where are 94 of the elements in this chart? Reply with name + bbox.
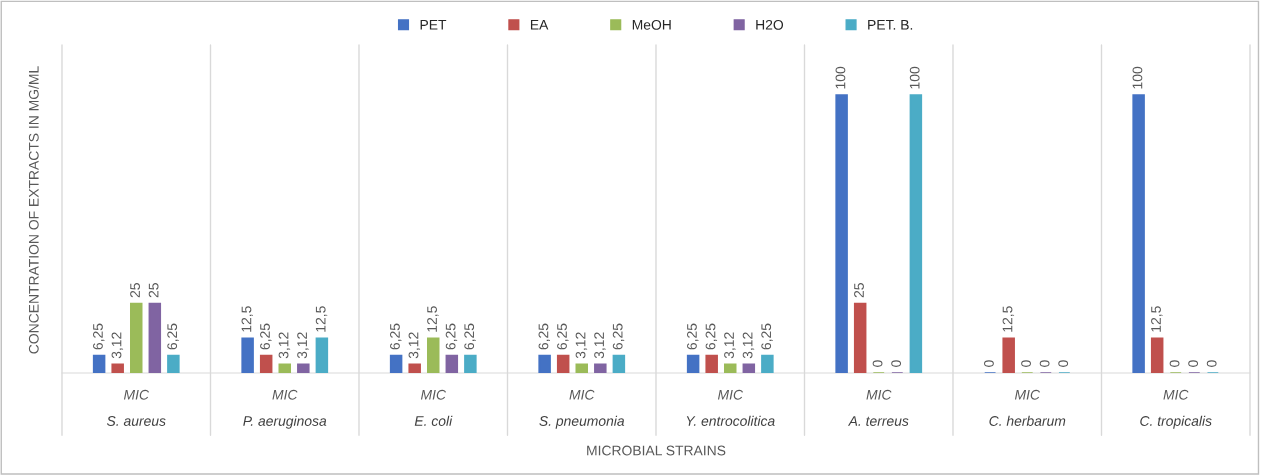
bar	[723, 363, 737, 373]
data-label: 0	[1021, 360, 1031, 367]
bar	[594, 363, 607, 373]
data-label: 100	[835, 66, 846, 89]
text: MIC	[717, 389, 744, 400]
data-label: 0	[1188, 360, 1199, 367]
data-label: 0	[1039, 360, 1050, 367]
bar	[538, 354, 551, 373]
text: MIC	[866, 389, 892, 400]
data-label: 6,25	[687, 323, 699, 350]
bar	[259, 354, 273, 373]
x-tick-label: A. terreus	[847, 416, 909, 426]
bar	[408, 363, 421, 373]
data-label: 12,5	[241, 306, 253, 332]
data-label: 6,25	[538, 323, 550, 350]
data-label: 3,12	[724, 332, 736, 359]
bar	[315, 337, 329, 373]
data-label: 3,12	[408, 332, 421, 359]
y-axis-title: CONCENTRATION OF EXTRACTS IN MG/ML	[28, 66, 39, 354]
bar	[389, 354, 403, 373]
x-tick-label: P. aeruginosa	[243, 415, 327, 429]
data-label: 25	[130, 283, 140, 298]
text: MIC	[1163, 389, 1189, 400]
bar	[278, 363, 292, 373]
bar	[556, 354, 570, 373]
legend-label: H2O	[756, 19, 784, 30]
bar	[705, 354, 718, 373]
bar	[92, 354, 106, 373]
data-label: 0	[1058, 360, 1069, 367]
bar	[426, 337, 440, 373]
data-label: 6,25	[705, 323, 718, 350]
data-label: 0	[872, 360, 883, 367]
text: MIC	[272, 389, 298, 400]
data-label: 12,5	[315, 306, 328, 332]
data-label: 6,25	[761, 323, 773, 350]
data-label: 3,12	[575, 332, 588, 359]
data-label: 6,25	[167, 323, 179, 350]
bar	[612, 354, 626, 373]
data-label: 0	[891, 360, 902, 367]
x-tick-label: S. pneumonia	[539, 415, 625, 429]
data-label: 0	[984, 360, 994, 367]
data-label: 3,12	[742, 332, 755, 359]
legend-label: PET	[420, 20, 447, 30]
bar	[1002, 337, 1015, 373]
text: MIC	[1014, 389, 1041, 400]
data-label: 100	[1132, 66, 1143, 89]
data-label: 6,25	[445, 323, 458, 350]
bar	[129, 302, 143, 373]
bar	[241, 337, 254, 373]
data-label: 6,25	[260, 323, 272, 350]
data-label: 6,25	[93, 323, 105, 350]
x-axis-title: MICROBIAL STRAINS	[587, 445, 726, 456]
data-label: 100	[909, 66, 920, 89]
data-label: 12,5	[1151, 306, 1163, 332]
data-label: 3,12	[594, 332, 606, 359]
text: MIC	[420, 389, 447, 400]
x-tick-label: E. coli	[414, 415, 453, 426]
bar	[1132, 94, 1145, 373]
x-tick-label: Y. entrocolitica	[686, 415, 775, 426]
data-label: 0	[1206, 360, 1217, 367]
legend-label: EA	[530, 20, 549, 30]
bar	[297, 363, 310, 373]
bar	[167, 354, 180, 373]
bar	[909, 94, 923, 373]
bar	[1150, 337, 1164, 373]
data-label: 3,12	[111, 332, 124, 359]
data-label: 25	[854, 283, 864, 298]
data-label: 12,5	[427, 306, 439, 332]
bar	[686, 354, 700, 373]
bar	[742, 363, 756, 373]
bar	[148, 302, 162, 373]
legend-label: MeOH	[632, 19, 671, 30]
legend-label: PET. B.	[868, 20, 913, 30]
data-label: 0	[1169, 360, 1180, 367]
x-tick-label: C. herbarum	[989, 415, 1066, 426]
text: MIC	[569, 389, 595, 400]
data-label: 3,12	[278, 332, 291, 359]
bar	[853, 302, 867, 373]
text: MIC	[123, 389, 150, 400]
bar	[575, 363, 589, 373]
bar	[111, 363, 124, 373]
data-label: 6,25	[390, 323, 402, 350]
data-label: 25	[148, 283, 159, 298]
data-label: 6,25	[464, 323, 476, 350]
x-tick-label: S. aureus	[106, 416, 166, 426]
data-label: 6,25	[612, 323, 625, 350]
data-label: 3,12	[297, 332, 309, 359]
data-label: 6,25	[557, 323, 569, 350]
x-tick-label: C. tropicalis	[1140, 415, 1212, 429]
bar	[445, 354, 459, 373]
bar	[464, 354, 477, 373]
bar	[835, 94, 848, 373]
data-label: 12,5	[1002, 306, 1015, 332]
bar	[761, 354, 774, 373]
